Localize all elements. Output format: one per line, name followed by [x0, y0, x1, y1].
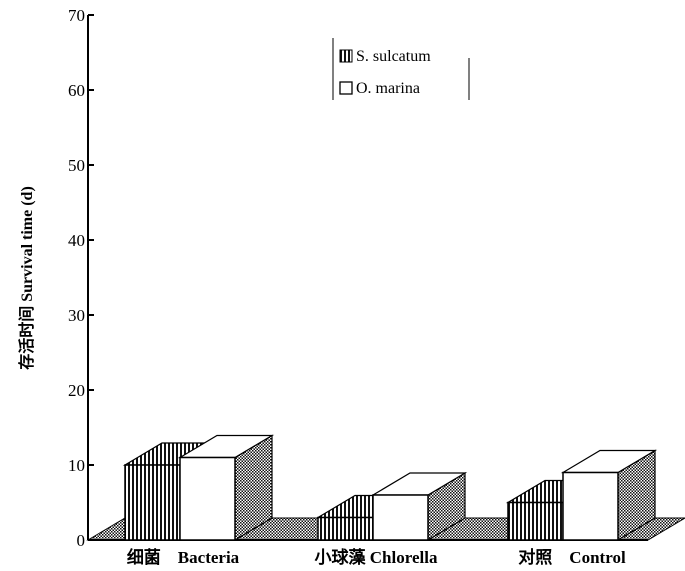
category-label: 细菌 Bacteria	[127, 547, 240, 567]
bar-o-marina	[177, 434, 275, 542]
legend-label-o-marina: O. marina	[356, 80, 420, 97]
category-label: 小球藻 Chlorella	[315, 547, 438, 567]
y-tick-label: 0	[77, 531, 86, 550]
legend-swatch-o-marina	[339, 81, 353, 95]
legend-swatch-s-sulcatum	[339, 49, 353, 63]
bar-front-face	[124, 464, 181, 541]
legend-label-s-sulcatum: S. sulcatum	[356, 48, 431, 65]
y-tick-label: 40	[68, 231, 85, 250]
category-labels: 细菌 Bacteria 小球藻 Chlorella 对照 Control	[127, 547, 626, 567]
bar-o-marina	[370, 471, 468, 542]
bar-front-face	[179, 456, 236, 541]
y-axis-label: 存活时间 Survival time (d)	[17, 186, 36, 370]
y-tick-label: 20	[68, 381, 85, 400]
y-tick-label: 30	[68, 306, 85, 325]
y-axis-ticks: 0 10 20 30 40 50 60 70	[68, 6, 94, 550]
y-tick-label: 70	[68, 6, 85, 25]
bar-front-face	[562, 471, 619, 541]
y-tick-label: 50	[68, 156, 85, 175]
bar-o-marina	[560, 449, 658, 542]
bar-front-face	[317, 516, 374, 541]
category-label: 对照 Control	[518, 547, 626, 567]
legend: S. sulcatum O. marina	[332, 38, 470, 100]
y-tick-label: 60	[68, 81, 85, 100]
bar-front-face	[507, 501, 564, 541]
bars	[122, 434, 658, 542]
bar-front-face	[372, 494, 429, 541]
y-tick-label: 10	[68, 456, 85, 475]
